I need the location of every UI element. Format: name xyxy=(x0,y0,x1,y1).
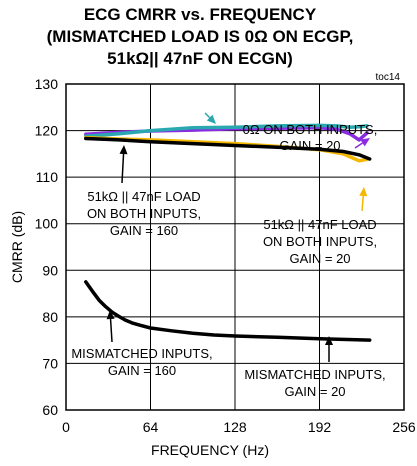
arrow-mismatch-20 xyxy=(325,336,333,362)
arrow-0ohm-purple xyxy=(354,138,370,149)
annotation-load-gain20-line-1: 51kΩ || 47nF LOAD xyxy=(263,217,376,232)
arrow-0ohm-cyan xyxy=(204,112,216,124)
chart-title-line-1: ECG CMRR vs. FREQUENCY xyxy=(84,5,317,24)
arrow-mismatch-160 xyxy=(106,310,115,343)
annotation-0ohm: 0Ω ON BOTH INPUTS, GAIN = 20 xyxy=(243,122,378,153)
x-tick-label-2: 128 xyxy=(223,419,247,435)
y-tick-label-1: 70 xyxy=(42,355,58,371)
y-tick-label-7: 130 xyxy=(35,76,59,92)
y-tick-label-3: 90 xyxy=(42,262,58,278)
annotation-mismatched-gain20-line-1: MISMATCHED INPUTS, xyxy=(244,367,385,382)
y-tick-label-2: 80 xyxy=(42,309,58,325)
annotation-0ohm-line-1: 0Ω ON BOTH INPUTS, xyxy=(243,122,378,137)
x-axis-label: FREQUENCY (Hz) xyxy=(151,442,269,458)
x-tick-label-3: 192 xyxy=(308,419,332,435)
y-tick-label-0: 60 xyxy=(42,402,58,418)
arrow-load-gain20 xyxy=(359,187,368,212)
series-line-4 xyxy=(84,280,372,342)
x-tick-labels: 0 64 128 192 256 xyxy=(62,419,416,435)
annotation-load-gain160-line-1: 51kΩ || 47nF LOAD xyxy=(87,189,200,204)
annotation-mismatched-gain160: MISMATCHED INPUTS, GAIN = 160 xyxy=(71,346,212,378)
annotation-mismatched-gain160-line-1: MISMATCHED INPUTS, xyxy=(71,346,212,361)
annotation-load-gain20-line-3: GAIN = 20 xyxy=(289,251,350,266)
annotation-0ohm-line-2: GAIN = 20 xyxy=(279,138,340,153)
annotation-load-gain160-line-3: GAIN = 160 xyxy=(110,223,178,238)
x-tick-label-0: 0 xyxy=(62,419,70,435)
series-line-1 xyxy=(84,123,369,138)
annotation-load-gain20: 51kΩ || 47nF LOAD ON BOTH INPUTS, GAIN =… xyxy=(263,217,377,266)
annotation-mismatched-gain20: MISMATCHED INPUTS, GAIN = 20 xyxy=(244,367,385,399)
y-tick-label-6: 120 xyxy=(35,123,59,139)
annotation-load-gain20-line-2: ON BOTH INPUTS, xyxy=(263,234,377,249)
chart-title-line-2: (MISMATCHED LOAD IS 0Ω ON ECGP, xyxy=(47,27,354,46)
y-tick-label-5: 110 xyxy=(36,169,59,185)
x-tick-label-4: 256 xyxy=(392,419,416,435)
x-tick-label-1: 64 xyxy=(143,419,159,435)
y-axis-label: CMRR (dB) xyxy=(9,211,25,283)
annotation-load-gain160-line-2: ON BOTH INPUTS, xyxy=(87,206,201,221)
chart-title-line-3: 51kΩ|| 47nF ON ECGN) xyxy=(107,49,293,68)
annotation-mismatched-gain160-line-2: GAIN = 160 xyxy=(108,363,176,378)
annotation-load-gain160: 51kΩ || 47nF LOAD ON BOTH INPUTS, GAIN =… xyxy=(87,189,201,238)
chart-tag: toc14 xyxy=(376,72,401,83)
arrow-load-gain160 xyxy=(119,145,128,184)
annotation-arrows xyxy=(106,112,370,362)
y-tick-labels: 60 70 80 90 100 110 120 130 xyxy=(35,76,59,418)
series-line-3 xyxy=(84,136,372,161)
series-group xyxy=(84,123,372,342)
y-tick-label-4: 100 xyxy=(35,216,59,232)
annotation-mismatched-gain20-line-2: GAIN = 20 xyxy=(284,384,345,399)
